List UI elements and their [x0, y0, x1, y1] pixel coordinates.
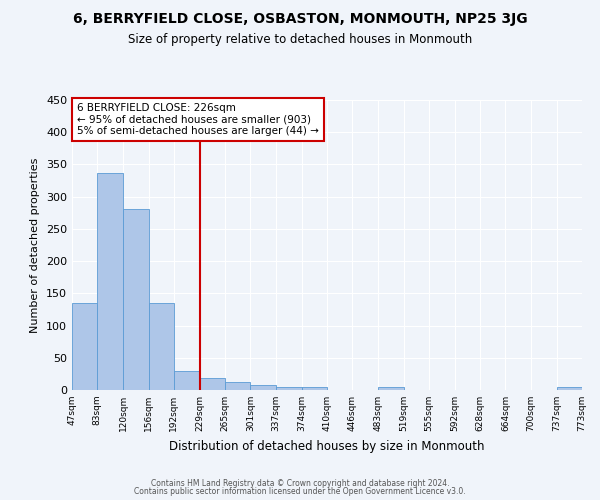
- Bar: [276, 387, 302, 390]
- Text: Contains public sector information licensed under the Open Government Licence v3: Contains public sector information licen…: [134, 487, 466, 496]
- Bar: [250, 386, 276, 390]
- Bar: [123, 209, 149, 390]
- Text: Size of property relative to detached houses in Monmouth: Size of property relative to detached ho…: [128, 32, 472, 46]
- Bar: [378, 388, 404, 390]
- Bar: [174, 370, 200, 390]
- Text: 6, BERRYFIELD CLOSE, OSBASTON, MONMOUTH, NP25 3JG: 6, BERRYFIELD CLOSE, OSBASTON, MONMOUTH,…: [73, 12, 527, 26]
- Text: 6 BERRYFIELD CLOSE: 226sqm
← 95% of detached houses are smaller (903)
5% of semi: 6 BERRYFIELD CLOSE: 226sqm ← 95% of deta…: [77, 103, 319, 136]
- Bar: [302, 388, 327, 390]
- Text: Contains HM Land Registry data © Crown copyright and database right 2024.: Contains HM Land Registry data © Crown c…: [151, 478, 449, 488]
- Bar: [97, 173, 123, 390]
- Bar: [149, 303, 174, 390]
- X-axis label: Distribution of detached houses by size in Monmouth: Distribution of detached houses by size …: [169, 440, 485, 452]
- Bar: [557, 388, 582, 390]
- Bar: [72, 303, 97, 390]
- Y-axis label: Number of detached properties: Number of detached properties: [31, 158, 40, 332]
- Bar: [200, 378, 225, 390]
- Bar: [225, 382, 250, 390]
